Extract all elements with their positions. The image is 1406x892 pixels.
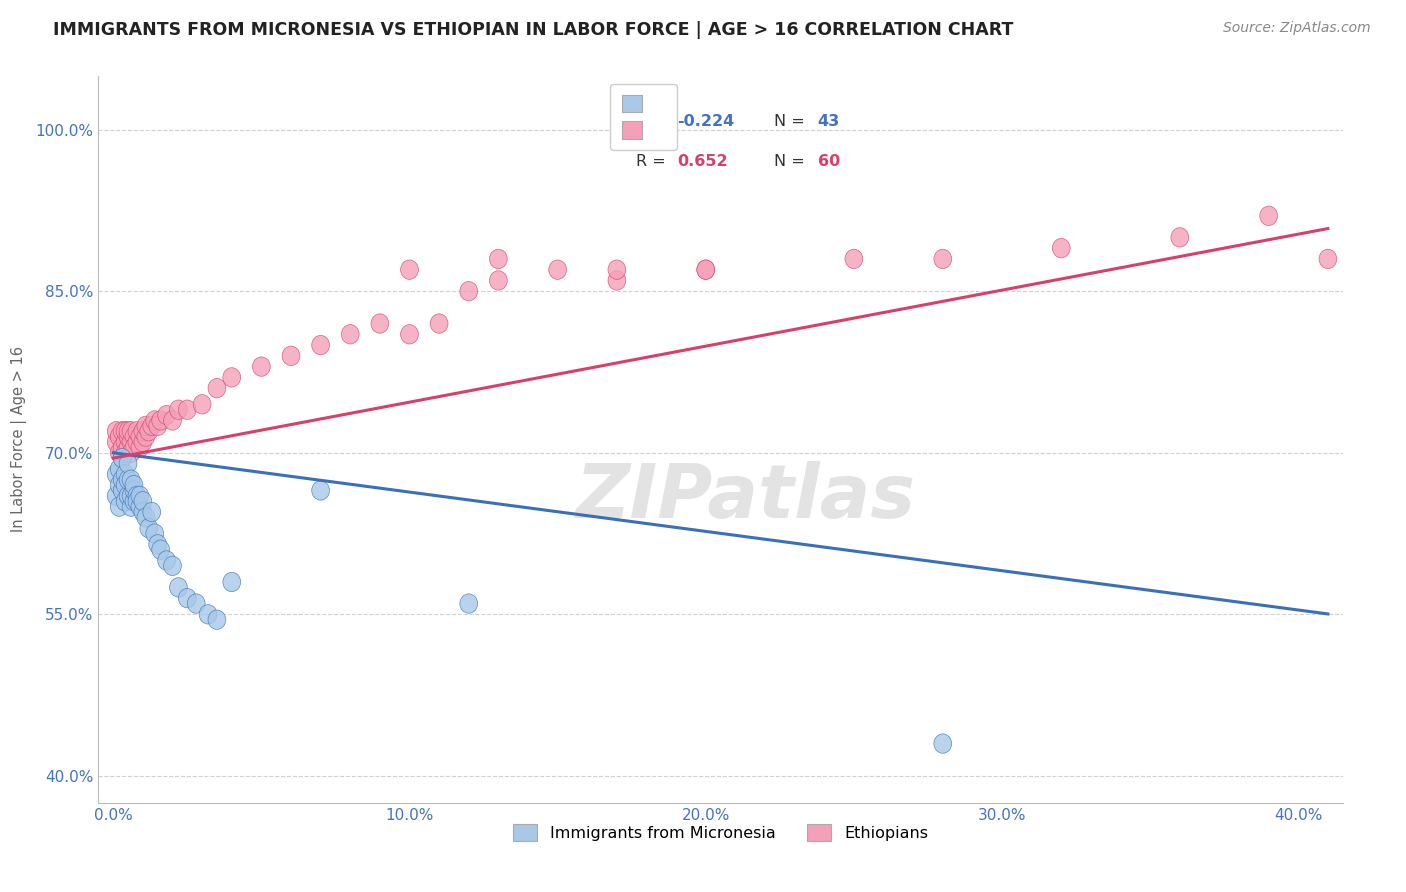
- Text: -0.224: -0.224: [678, 114, 734, 129]
- Text: Source: ZipAtlas.com: Source: ZipAtlas.com: [1223, 21, 1371, 36]
- Text: 60: 60: [818, 154, 839, 169]
- Legend: Immigrants from Micronesia, Ethiopians: Immigrants from Micronesia, Ethiopians: [505, 816, 936, 849]
- Text: IMMIGRANTS FROM MICRONESIA VS ETHIOPIAN IN LABOR FORCE | AGE > 16 CORRELATION CH: IMMIGRANTS FROM MICRONESIA VS ETHIOPIAN …: [53, 21, 1014, 39]
- Text: 43: 43: [818, 114, 839, 129]
- Text: N =: N =: [775, 154, 810, 169]
- Text: ZIPatlas: ZIPatlas: [575, 461, 915, 534]
- Text: R =: R =: [636, 114, 671, 129]
- Text: 0.652: 0.652: [678, 154, 728, 169]
- Y-axis label: In Labor Force | Age > 16: In Labor Force | Age > 16: [11, 346, 27, 533]
- Text: N =: N =: [775, 114, 810, 129]
- Text: R =: R =: [636, 154, 671, 169]
